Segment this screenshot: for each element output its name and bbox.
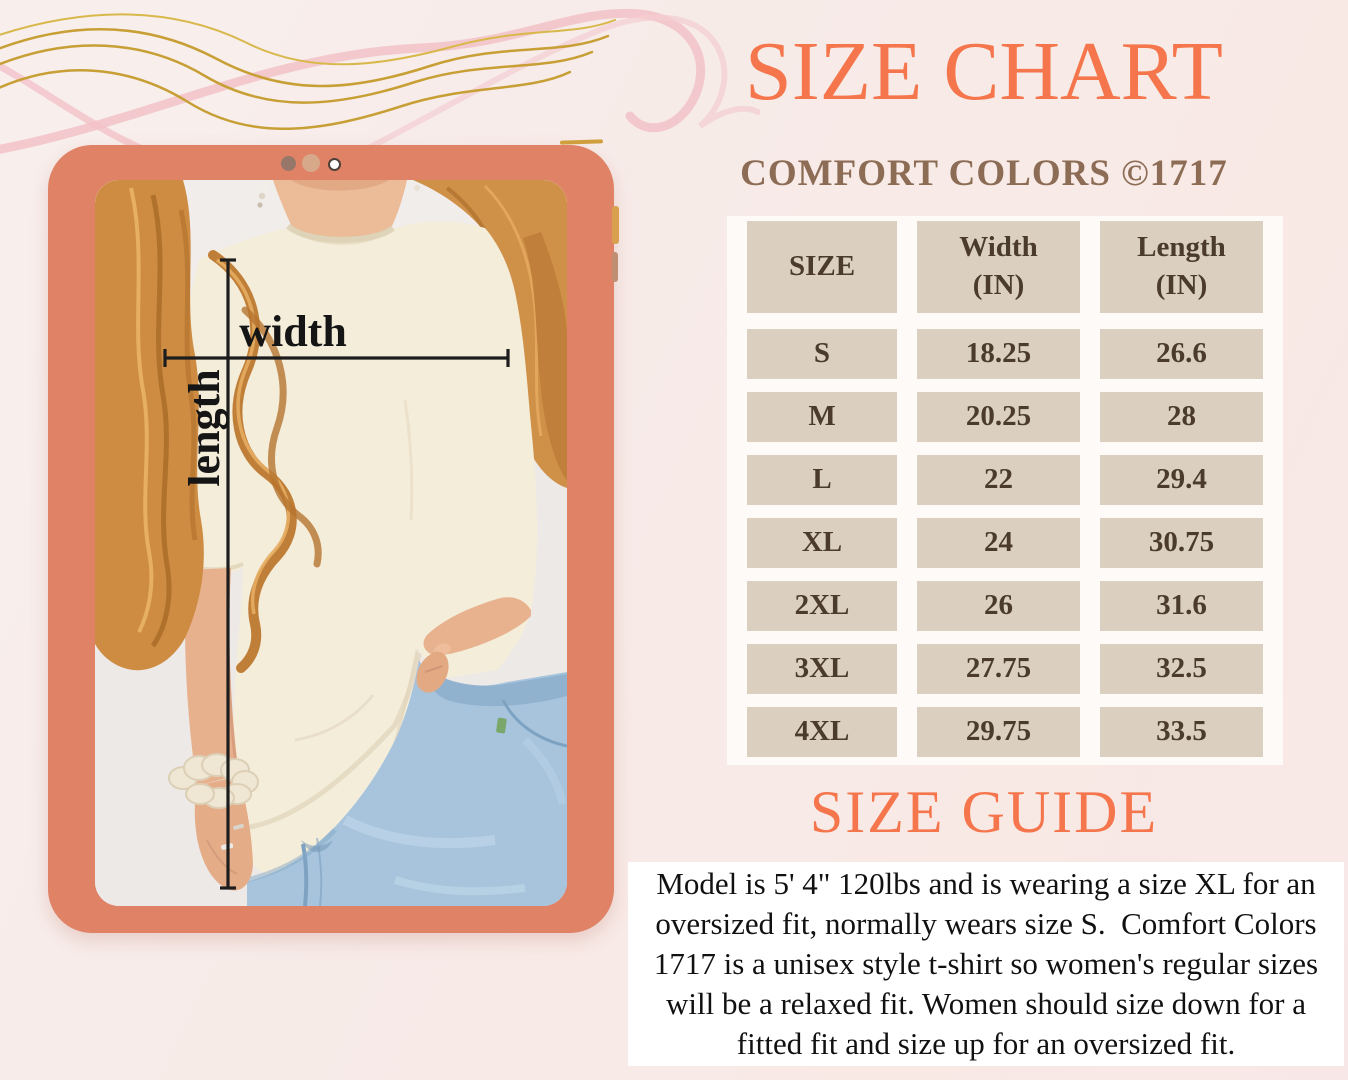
size-cell: XL: [747, 518, 897, 568]
size-row: M 20.25 28: [747, 392, 1263, 442]
page-subtitle: COMFORT COLORS ©1717: [740, 153, 1228, 194]
measurement-cell: 31.6: [1100, 581, 1263, 631]
guide-text-line: Model is 5' 4" 120lbs and is wearing a s…: [656, 866, 1316, 901]
tablet-frame: width length: [48, 145, 614, 933]
measurement-cell: 22: [917, 455, 1080, 505]
size-row: XL 24 30.75: [747, 518, 1263, 568]
tablet-side-button: [612, 252, 618, 282]
measurement-cell: 29.4: [1100, 455, 1263, 505]
measurement-cell: 28: [1100, 392, 1263, 442]
model-photo-art: width length: [95, 180, 567, 906]
size-guide-box: Model is 5' 4" 120lbs and is wearing a s…: [628, 862, 1344, 1066]
hair-left: [95, 180, 322, 673]
tablet-camera-dot: [302, 154, 320, 172]
measurement-lines: [163, 258, 510, 890]
column-header-cell: Length (IN): [1100, 221, 1263, 313]
tablet-camera-dot: [281, 156, 296, 171]
length-label: length: [180, 369, 229, 486]
size-row: 3XL 27.75 32.5: [747, 644, 1263, 694]
tablet-side-button: [612, 206, 619, 244]
measurement-cell: 26.6: [1100, 329, 1263, 379]
page-title: SIZE CHART: [745, 25, 1223, 118]
info-column: SIZE CHART COMFORT COLORS ©1717 SIZE Widt…: [620, 0, 1348, 1080]
model-photo: width length: [95, 180, 567, 906]
guide-text-line: 1717 is a unisex style t-shirt so women'…: [653, 946, 1319, 981]
guide-text-line: oversized fit, normally wears size S. Co…: [655, 906, 1317, 941]
column-header-cell: Width (IN): [917, 221, 1080, 313]
measurement-cell: 26: [917, 581, 1080, 631]
jeans-tag: [496, 717, 507, 734]
measurement-cell: 27.75: [917, 644, 1080, 694]
guide-text-line: fitted fit and size up for an oversized …: [736, 1026, 1236, 1061]
size-row: 2XL 26 31.6: [747, 581, 1263, 631]
model-right-arm: [416, 597, 531, 693]
model-neck: [273, 180, 407, 238]
size-cell: S: [747, 329, 897, 379]
model-left-arm: [168, 568, 259, 891]
column-header-cell: SIZE: [747, 221, 897, 313]
measurement-cell: 32.5: [1100, 644, 1263, 694]
jeans: [246, 660, 567, 906]
measurement-cell: 18.25: [917, 329, 1080, 379]
table-header-row: SIZE Width (IN) Length (IN): [747, 221, 1263, 313]
measurement-cell: 29.75: [917, 707, 1080, 757]
size-table: SIZE Width (IN) Length (IN) S 18.25 26.6 M 20.25…: [727, 216, 1283, 765]
size-cell: L: [747, 455, 897, 505]
hair-strand: [523, 232, 567, 480]
size-cell: 3XL: [747, 644, 897, 694]
size-cell: 4XL: [747, 707, 897, 757]
size-row: L 22 29.4: [747, 455, 1263, 505]
width-label: width: [239, 307, 347, 356]
table-body: S 18.25 26.6 M 20.25 28 L 22 29.4 XL 24 30.75 2XL 26 3…: [747, 329, 1263, 757]
size-row: S 18.25 26.6: [747, 329, 1263, 379]
size-guide-heading: SIZE GUIDE: [809, 779, 1159, 845]
size-row: 4XL 29.75 33.5: [747, 707, 1263, 757]
size-cell: 2XL: [747, 581, 897, 631]
measurement-cell: 20.25: [917, 392, 1080, 442]
measurement-cell: 24: [917, 518, 1080, 568]
measurement-cell: 30.75: [1100, 518, 1263, 568]
earring-icon: [257, 182, 420, 208]
tablet-camera-lens: [328, 158, 341, 171]
size-cell: M: [747, 392, 897, 442]
ring: [233, 823, 244, 830]
guide-text-line: will be a relaxed fit. Women should size…: [665, 986, 1306, 1021]
decorative-waves: [0, 8, 760, 175]
measurement-cell: 33.5: [1100, 707, 1263, 757]
